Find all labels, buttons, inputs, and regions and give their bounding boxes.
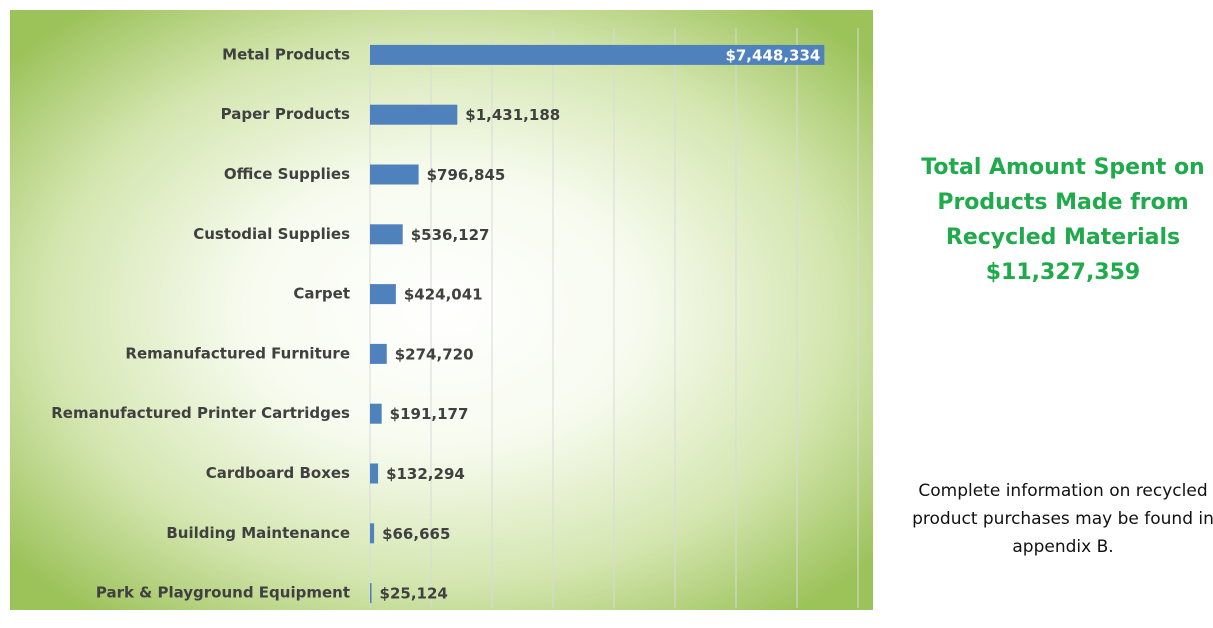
bar xyxy=(370,104,458,125)
y-tick-label: Building Maintenance xyxy=(166,524,350,542)
data-label: $191,177 xyxy=(390,405,469,423)
y-tick-label: Custodial Supplies xyxy=(193,225,350,243)
y-tick-label: Paper Products xyxy=(221,105,350,123)
chart: Metal Products $7,448,334 Paper Products $1… xyxy=(10,10,873,610)
y-tick-label: Metal Products xyxy=(222,45,350,63)
data-label: $796,845 xyxy=(427,166,506,184)
bar xyxy=(370,523,375,544)
bar xyxy=(370,164,419,185)
data-label: $66,665 xyxy=(382,525,450,543)
y-tick-label: Remanufactured Printer Cartridges xyxy=(51,404,350,422)
data-label: $274,720 xyxy=(395,345,474,363)
data-label: $536,127 xyxy=(411,226,490,244)
bar xyxy=(370,343,387,364)
bar xyxy=(370,463,379,484)
note: Complete information on recycled product… xyxy=(912,481,1213,557)
y-tick-label: Cardboard Boxes xyxy=(206,464,350,482)
data-label: $424,041 xyxy=(404,286,483,304)
data-label: $25,124 xyxy=(380,585,448,603)
summary-title: Total Amount Spent on Products Made from… xyxy=(921,155,1205,250)
y-tick-label: Park & Playground Equipment xyxy=(96,584,350,602)
bar xyxy=(370,44,825,65)
bar xyxy=(370,224,403,245)
summary-total: $11,327,359 xyxy=(985,260,1141,285)
data-label: $132,294 xyxy=(386,465,465,483)
plot-background xyxy=(10,10,873,610)
summary: Total Amount Spent on Products Made from… xyxy=(905,150,1213,290)
y-tick-label: Remanufactured Furniture xyxy=(125,344,350,362)
y-tick-label: Office Supplies xyxy=(224,165,350,183)
y-tick-label: Carpet xyxy=(293,285,350,303)
data-label: $1,431,188 xyxy=(465,106,560,124)
bar xyxy=(370,403,382,424)
bar xyxy=(370,583,372,604)
data-label: $7,448,334 xyxy=(725,46,820,64)
bar xyxy=(370,284,396,305)
